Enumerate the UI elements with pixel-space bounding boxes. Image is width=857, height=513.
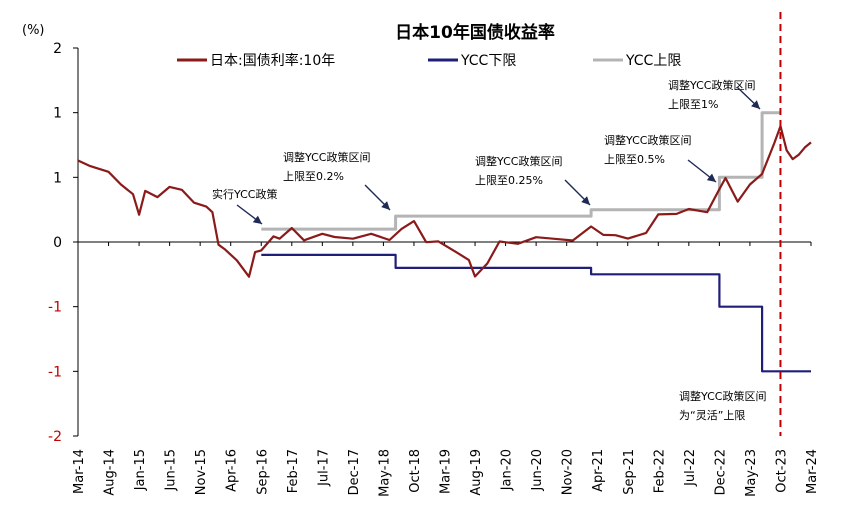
annotation-arrow-a1: [236, 204, 263, 225]
x-tick-label: Oct-18: [408, 449, 423, 493]
jgb-yield-line: [77, 125, 812, 278]
y-tick-label: 0: [53, 235, 62, 251]
x-tick-label: Jun-15: [164, 449, 179, 492]
annotations: 实行YCC政策调整YCC政策区间上限至0.2%调整YCC政策区间上限至0.25%…: [212, 78, 766, 422]
annotation-text-a2: 调整YCC政策区间: [283, 150, 370, 164]
annotation-arrow-a4: [687, 159, 717, 183]
annotation-arrow-a5: [736, 86, 761, 110]
series-group: [77, 12, 812, 436]
annotation-text-a6: 调整YCC政策区间: [679, 389, 766, 403]
x-tick-label: Sep-16: [255, 449, 270, 495]
x-tick-label: Aug-19: [469, 449, 484, 496]
annotation-arrow-a3: [564, 179, 591, 206]
x-tick-label: Apr-16: [225, 449, 240, 492]
x-tick-label: Jun-20: [530, 449, 545, 492]
x-tick-label: Jan-20: [500, 449, 515, 491]
x-tick-label: Feb-17: [286, 449, 301, 493]
chart-title: 日本10年国债收益率: [395, 22, 555, 43]
legend-label-ycc-lower: YCC下限: [460, 53, 516, 69]
x-tick-label: Oct-23: [774, 449, 789, 493]
x-tick-label: Mar-24: [805, 449, 820, 494]
annotation-text-a4: 调整YCC政策区间: [604, 133, 691, 147]
y-tick-label: -1: [48, 300, 62, 316]
x-tick-label: Sep-21: [622, 449, 637, 495]
annotation-text-a2: 上限至0.2%: [283, 170, 344, 183]
y-tick-label: 1: [53, 170, 62, 186]
x-tick-label: Mar-14: [72, 449, 87, 494]
legend-label-jgb: 日本:国债利率:10年: [210, 52, 335, 69]
ycc-lower-line: [261, 253, 811, 373]
y-tick-label: 1: [53, 106, 62, 122]
x-tick-label: Jan-15: [133, 449, 148, 491]
y-axis-unit: (%): [22, 23, 45, 38]
annotation-text-a1: 实行YCC政策: [212, 187, 277, 201]
annotation-text-a5: 上限至1%: [668, 98, 718, 111]
x-tick-label: May-23: [744, 449, 759, 497]
x-tick-label: Feb-22: [652, 449, 667, 493]
x-tick-label: Dec-22: [713, 449, 728, 495]
axes: 2 1 1 0 -1 -1 -2 Mar-14 Aug-14 Jan-15 Jun-15 Nov-15…: [48, 41, 820, 497]
x-tick-label: Jul-17: [316, 449, 331, 487]
ycc-upper-line: [261, 111, 781, 231]
annotation-text-a6: 为“灵活”上限: [679, 409, 745, 422]
y-tick-label: -1: [48, 364, 62, 380]
y-tick-label: 2: [53, 41, 62, 57]
x-tick-label: Aug-14: [103, 449, 118, 496]
x-tick-label: Apr-21: [591, 449, 606, 492]
annotation-text-a5: 调整YCC政策区间: [668, 78, 755, 92]
x-tick-label: Mar-19: [439, 449, 454, 494]
legend-label-ycc-upper: YCC上限: [625, 53, 681, 69]
annotation-text-a4: 上限至0.5%: [604, 153, 665, 166]
x-tick-label: Nov-20: [561, 449, 576, 495]
legend: 日本:国债利率:10年 YCC下限 YCC上限: [177, 52, 681, 69]
x-tick-label: May-18: [377, 449, 392, 497]
x-tick-label: Jul-22: [683, 449, 698, 487]
annotation-text-a3: 上限至0.25%: [475, 174, 543, 187]
annotation-arrow-a2: [364, 184, 391, 211]
x-tick-label: Dec-17: [347, 449, 362, 495]
annotation-text-a3: 调整YCC政策区间: [475, 154, 562, 168]
x-tick-label: Nov-15: [194, 449, 209, 495]
y-tick-label: -2: [48, 429, 62, 445]
